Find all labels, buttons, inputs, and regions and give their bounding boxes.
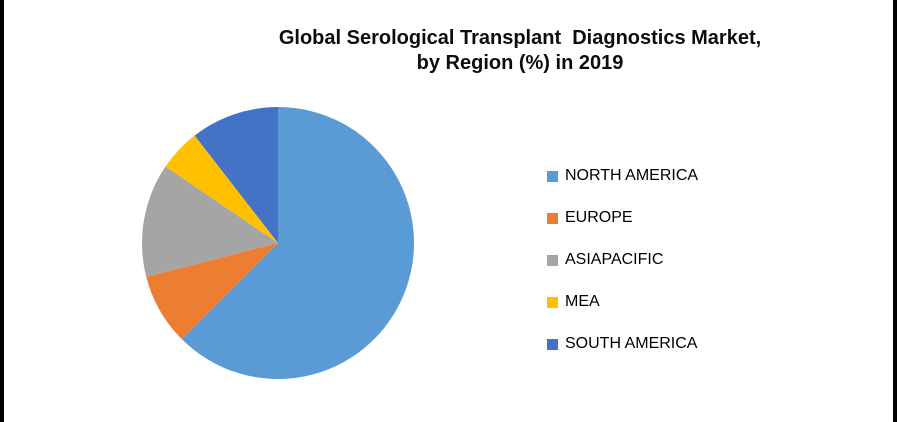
legend-label: EUROPE [565, 209, 633, 226]
legend-swatch-icon [547, 212, 558, 224]
pie-slice-europe [146, 243, 278, 340]
legend-label: SOUTH AMERICA [565, 335, 698, 352]
legend-label: ASIAPACIFIC [565, 251, 664, 268]
legend-item-north-america: NORTH AMERICA [547, 167, 699, 184]
left-black-bar [0, 0, 4, 422]
chart-title: Global Serological Transplant Diagnostic… [278, 27, 762, 74]
pie-chart [142, 107, 414, 379]
right-black-bar [893, 0, 897, 422]
legend-swatch-icon [547, 296, 558, 308]
legend-swatch-icon [547, 338, 558, 350]
pie-slice-north-america [181, 107, 414, 379]
legend-item-asiapacific: ASIAPACIFIC [547, 251, 698, 268]
legend-label: NORTH AMERICA [565, 167, 699, 184]
legend-swatch-icon [547, 254, 558, 266]
legend-label: MEA [565, 293, 600, 310]
pie-slice-mea [165, 135, 278, 243]
legend-item-europe: EUROPE [547, 209, 698, 226]
legend: NORTH AMERICA EUROPE ASIAPACIFIC MEA SOUTH A… [547, 167, 699, 380]
pie-slice-south-america [194, 107, 278, 243]
legend-item-mea: MEA [547, 293, 698, 310]
legend-item-south-america: SOUTH AMERICA [547, 335, 698, 352]
legend-swatch-icon [547, 170, 558, 182]
pie-slice-asiapacific [142, 166, 278, 277]
